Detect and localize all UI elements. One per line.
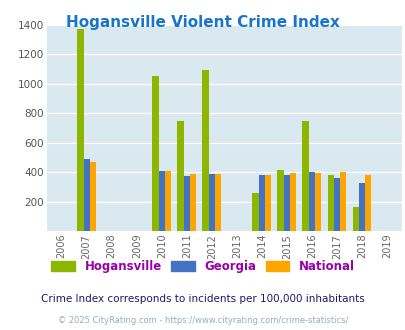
Bar (208, 174, 214, 231)
Bar (352, 207, 358, 231)
Bar (202, 70, 208, 231)
Bar (152, 76, 158, 231)
Text: Hogansville Violent Crime Index: Hogansville Violent Crime Index (66, 15, 339, 30)
Bar (164, 171, 171, 231)
Bar (308, 172, 314, 231)
Bar (277, 170, 283, 231)
Bar (190, 174, 196, 231)
Bar (258, 175, 264, 231)
Bar (83, 159, 90, 231)
Bar (314, 173, 320, 231)
Bar (358, 183, 364, 231)
Bar (289, 173, 296, 231)
Bar (252, 193, 258, 231)
Bar (264, 175, 271, 231)
Bar (283, 175, 289, 231)
Bar (90, 162, 96, 231)
Bar (77, 29, 83, 231)
Bar (158, 171, 164, 231)
Bar (327, 175, 333, 231)
Text: © 2025 CityRating.com - https://www.cityrating.com/crime-statistics/: © 2025 CityRating.com - https://www.city… (58, 316, 347, 325)
Legend: Hogansville, Georgia, National: Hogansville, Georgia, National (51, 260, 354, 273)
Bar (183, 176, 190, 231)
Bar (364, 175, 371, 231)
Bar (302, 121, 308, 231)
Bar (333, 178, 339, 231)
Text: Crime Index corresponds to incidents per 100,000 inhabitants: Crime Index corresponds to incidents per… (41, 294, 364, 304)
Bar (214, 174, 221, 231)
Bar (339, 172, 345, 231)
Bar (177, 121, 183, 231)
